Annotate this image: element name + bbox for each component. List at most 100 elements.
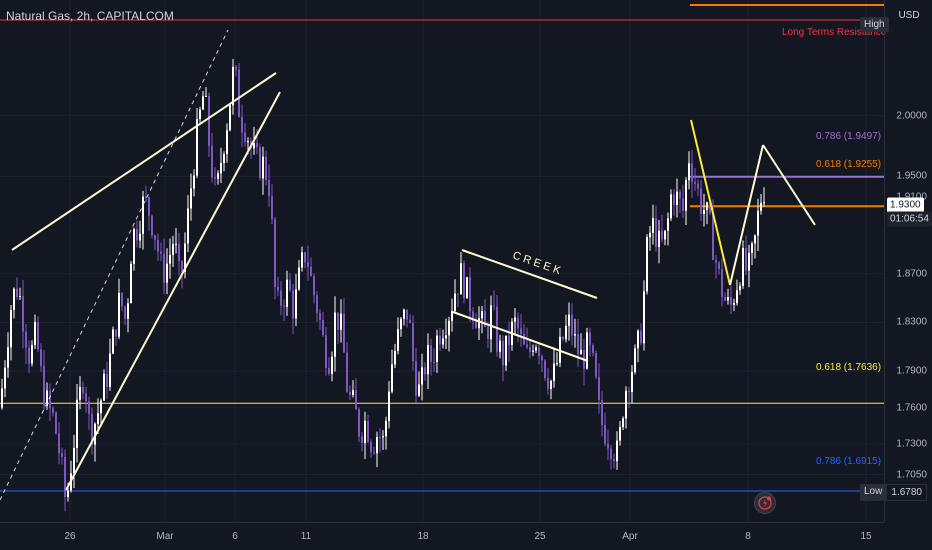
candle-body (721, 269, 723, 298)
candle-body (646, 237, 648, 292)
candle-body (433, 361, 435, 363)
candle-body (79, 387, 81, 400)
candle-body (601, 399, 603, 425)
candle-body (220, 163, 222, 174)
candle-body (388, 391, 390, 421)
candle-body (1, 388, 3, 408)
candle-body (430, 345, 432, 362)
candle-body (223, 154, 225, 164)
symbol-title[interactable]: Natural Gas, 2h, CAPITALCOM (6, 9, 174, 23)
candle-body (487, 326, 489, 340)
candle-body (37, 322, 39, 350)
rising-wedge-lower-trendline (65, 91, 281, 491)
candle-body (328, 367, 330, 374)
candle-body (322, 320, 324, 336)
candle-body (640, 330, 642, 344)
candle-body (553, 363, 555, 381)
candle-body (604, 424, 606, 444)
candle-body (649, 232, 651, 238)
price-tick-label: 1.9500 (896, 170, 927, 182)
candle-body (217, 173, 219, 179)
candle-body (439, 335, 441, 345)
candle-body (712, 212, 714, 260)
candle-body (307, 262, 309, 267)
candle-body (4, 367, 6, 389)
candle-body (742, 247, 744, 286)
candle-body (715, 259, 717, 263)
candle-body (352, 390, 354, 396)
candle-body (412, 322, 414, 362)
candle-body (586, 332, 588, 369)
time-scale[interactable]: 26 Mar 6 11 18 25 Apr 8 15 (0, 522, 884, 550)
candle-body (697, 183, 699, 189)
candle-body (622, 418, 624, 428)
candle-body (298, 267, 300, 290)
time-tick-label: 8 (745, 531, 751, 542)
candle-body (400, 318, 402, 330)
candle-body (619, 427, 621, 441)
candle-body (172, 244, 174, 255)
candle-body (175, 243, 177, 245)
dashed-trendline (0, 29, 229, 501)
candle-body (106, 373, 108, 387)
candle-body (625, 390, 627, 419)
creek-upper-line (461, 249, 598, 299)
candle-body (109, 353, 111, 387)
fib-label-786-top: 0.786 (1.9497) (816, 131, 882, 142)
currency-label[interactable]: USD (898, 10, 920, 21)
candle-body (244, 132, 246, 142)
candle-body (637, 330, 639, 349)
time-tick-label: 6 (232, 531, 238, 542)
candle-body (655, 218, 657, 247)
high-marker: High (860, 17, 889, 32)
candle-body (235, 66, 237, 70)
candle-body (40, 349, 42, 366)
candle-body (184, 243, 186, 272)
candle-body (448, 320, 450, 336)
price-chart[interactable]: CREEK (0, 0, 884, 522)
candle-body (736, 290, 738, 304)
candle-body (592, 345, 594, 353)
candle-body (313, 275, 315, 296)
candle-body (91, 413, 93, 445)
candle-body (478, 318, 480, 329)
candle-body (733, 303, 735, 305)
candle-body (343, 313, 345, 353)
candle-body (682, 198, 684, 211)
candle-body (457, 293, 459, 295)
candle-body (580, 349, 582, 355)
candle-body (544, 360, 546, 379)
candle-body (661, 230, 663, 240)
flash-alert-icon[interactable] (754, 492, 776, 514)
chart-area[interactable]: CREEK Natural Gas, 2h, CAPITALCOM 0.786 … (0, 0, 887, 522)
candle-body (394, 350, 396, 365)
candle-body (346, 352, 348, 392)
candle-body (259, 147, 261, 179)
candle-body (28, 347, 30, 364)
candle-body (517, 317, 519, 329)
candle-body (82, 387, 84, 394)
time-tick-label: 25 (534, 531, 546, 542)
candle-body (61, 453, 63, 458)
candle-body (613, 459, 615, 462)
candle-body (154, 235, 156, 240)
candle-body (652, 218, 654, 233)
candle-body (535, 347, 537, 351)
time-tick-label: 26 (64, 531, 76, 542)
candle-body (199, 109, 201, 120)
zigzag-down-leg (690, 119, 731, 286)
candle-body (748, 253, 750, 271)
candle-body (694, 181, 696, 184)
candle-body (142, 196, 144, 234)
candle-body (226, 130, 228, 155)
candle-body (676, 191, 678, 205)
candle-body (331, 356, 333, 374)
candle-body (211, 145, 213, 178)
resistance-label: Long Terms Resistance (782, 27, 887, 38)
candle-body (427, 345, 429, 375)
candle-body (520, 328, 522, 335)
candle-body (76, 399, 78, 448)
candle-body (658, 230, 660, 247)
candle-body (472, 311, 474, 322)
price-scale[interactable]: USD 2.0000 1.9500 1.8700 1.8300 1.7900 1.7600… (884, 0, 932, 522)
